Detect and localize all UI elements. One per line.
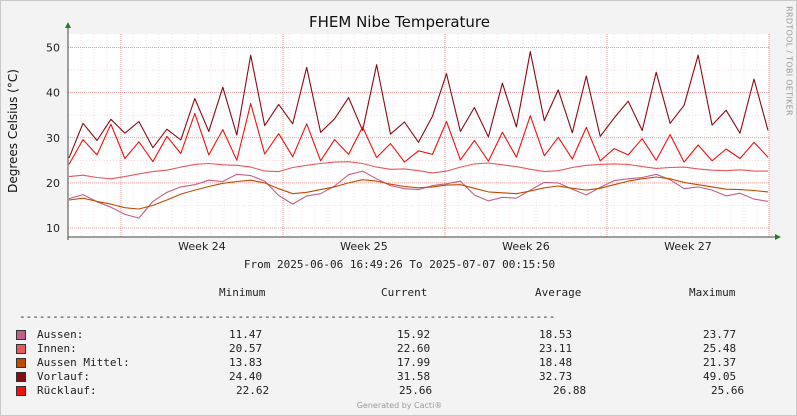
series-line-innen xyxy=(68,161,768,180)
legend-current: 15.92 xyxy=(397,328,431,341)
legend-series-name: Aussen Mittel: xyxy=(37,356,130,369)
x-tick-label: Week 24 xyxy=(178,240,226,253)
legend-average: 23.11 xyxy=(539,342,573,355)
legend-average: 26.88 xyxy=(553,384,587,397)
legend-maximum: 25.48 xyxy=(703,342,737,355)
legend-current: 17.99 xyxy=(397,356,431,369)
legend-minimum: 11.47 xyxy=(229,328,263,341)
legend-average: 18.48 xyxy=(539,356,573,369)
legend-current: 22.60 xyxy=(397,342,431,355)
legend-series-name: Innen: xyxy=(37,342,77,355)
legend-current: 25.66 xyxy=(399,384,433,397)
series-line-aussenmittel xyxy=(68,176,769,210)
x-axis-arrow xyxy=(775,234,781,240)
legend-row-innen: Innen: 20.57 22.60 23.11 25.48 xyxy=(1,342,796,356)
y-tick-label: 40 xyxy=(46,87,60,100)
x-tick-label: Week 25 xyxy=(340,240,388,253)
plot-background xyxy=(68,34,769,237)
series-line-rcklauf xyxy=(68,102,769,165)
legend-minimum: 13.83 xyxy=(229,356,263,369)
legend-swatch xyxy=(16,386,26,396)
legend-minimum: 22.62 xyxy=(236,384,270,397)
legend-maximum: 49.05 xyxy=(703,370,737,383)
y-axis-label: Degrees Celsius (°C) xyxy=(6,69,20,193)
y-tick-label: 20 xyxy=(46,177,60,190)
legend-minimum: 20.57 xyxy=(229,342,263,355)
cacti-footer: Generated by Cacti® xyxy=(356,401,443,410)
x-tick-label: Week 27 xyxy=(664,240,712,253)
legend-current: 31.58 xyxy=(397,370,431,383)
y-axis-arrow xyxy=(65,22,71,28)
chart-title: FHEM Nibe Temperature xyxy=(308,13,491,31)
legend-row-aussen-mittel: Aussen Mittel: 13.83 17.99 18.48 21.37 xyxy=(1,356,796,370)
legend-row-ruecklauf: Rücklauf: 22.62 25.66 26.88 25.66 xyxy=(1,384,796,398)
legend-maximum: 25.66 xyxy=(711,384,745,397)
legend-minimum: 24.40 xyxy=(229,370,263,383)
series-line-vorlauf xyxy=(68,51,769,159)
time-range: From 2025-06-06 16:49:26 To 2025-07-07 0… xyxy=(243,258,556,271)
legend-series-name: Vorlauf: xyxy=(37,370,90,383)
y-tick-label: 50 xyxy=(46,42,60,55)
legend-row-aussen: Aussen: 11.47 15.92 18.53 23.77 xyxy=(1,328,796,342)
legend-header-current: Current xyxy=(381,286,428,299)
legend-header-average: Average xyxy=(535,286,582,299)
y-tick-label: 30 xyxy=(46,132,60,145)
legend-maximum: 21.37 xyxy=(703,356,737,369)
legend-swatch xyxy=(16,372,26,382)
legend-maximum: 23.77 xyxy=(703,328,737,341)
legend-swatch xyxy=(16,330,26,340)
legend-average: 32.73 xyxy=(539,370,573,383)
legend-series-name: Aussen: xyxy=(37,328,84,341)
y-tick-label: 10 xyxy=(46,222,60,235)
legend-series-name: Rücklauf: xyxy=(37,384,97,397)
legend-average: 18.53 xyxy=(539,328,573,341)
legend-rule: ----------------------------------------… xyxy=(19,310,556,323)
legend-swatch xyxy=(16,358,26,368)
rrdtool-watermark: RRDTOOL / TOBI OETIKER xyxy=(784,6,794,116)
series-line-aussen xyxy=(68,170,769,219)
legend-header-maximum: Maximum xyxy=(689,286,736,299)
legend-row-vorlauf: Vorlauf: 24.40 31.58 32.73 49.05 xyxy=(1,370,796,384)
legend-header-minimum: Minimum xyxy=(219,286,266,299)
legend-swatch xyxy=(16,344,26,354)
x-tick-label: Week 26 xyxy=(502,240,550,253)
